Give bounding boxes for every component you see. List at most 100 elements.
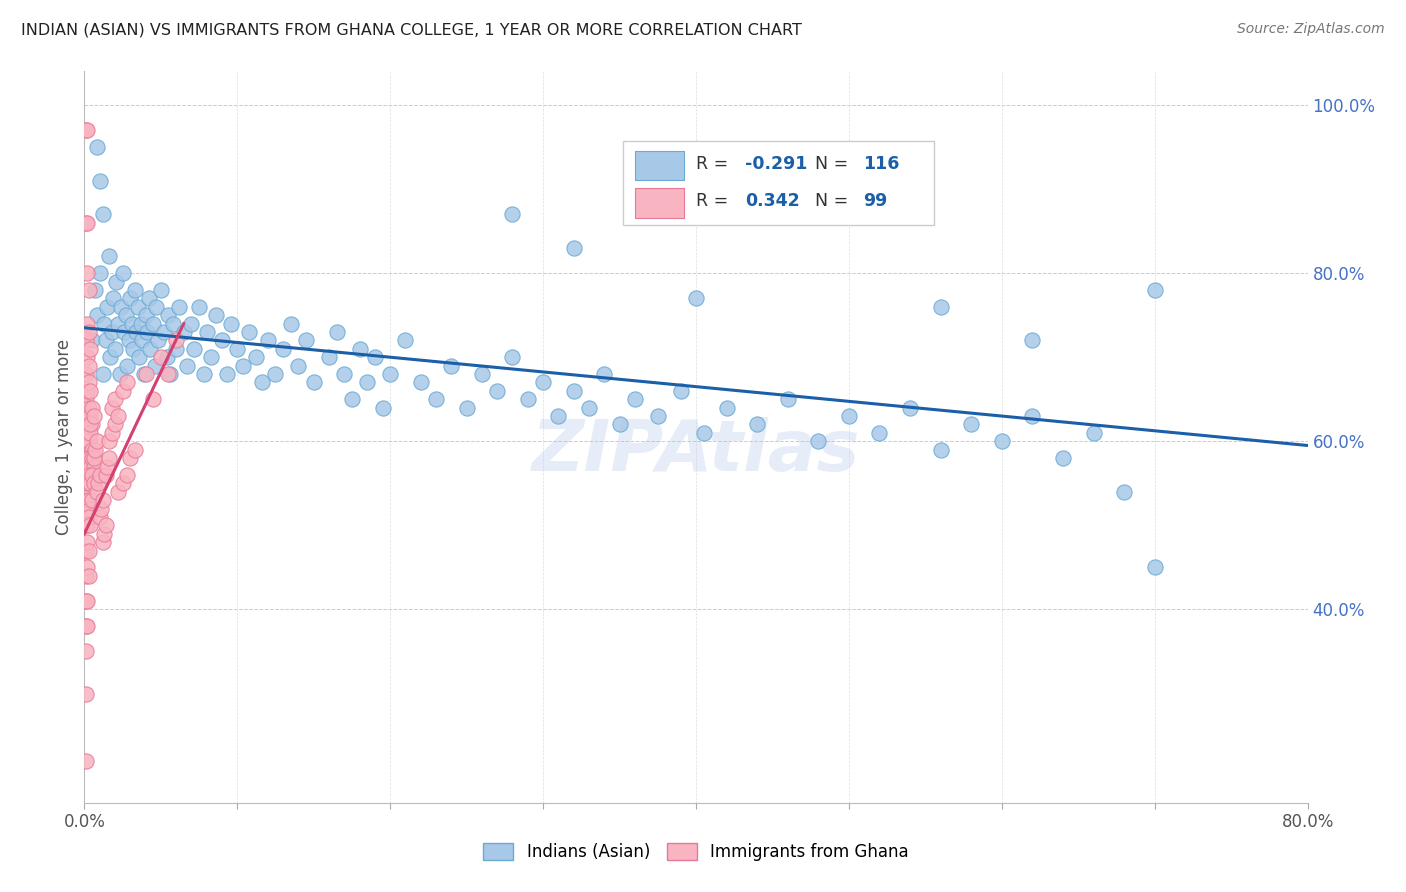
Point (80, 493, 103, 508)
Point (84, 283, 107, 297)
Point (75, 334, 97, 348)
Point (333, 367, 356, 381)
Point (716, 401, 738, 415)
Point (271, 342, 294, 356)
Point (838, 409, 860, 423)
Point (132, 367, 155, 381)
Point (685, 291, 707, 305)
Point (80, 334, 103, 348)
Point (101, 425, 124, 440)
Point (76, 384, 98, 398)
Point (108, 367, 131, 381)
Point (193, 367, 215, 381)
Point (128, 350, 150, 364)
Point (89, 510, 111, 524)
Text: 116: 116 (863, 155, 900, 173)
Point (94, 334, 117, 348)
Point (188, 300, 211, 314)
Point (238, 325, 260, 339)
Y-axis label: College, 1 year or more: College, 1 year or more (55, 339, 73, 535)
Point (122, 342, 145, 356)
Point (245, 350, 267, 364)
Point (159, 367, 181, 381)
Point (111, 384, 134, 398)
Point (83, 451, 105, 466)
Point (562, 241, 585, 255)
Point (226, 342, 249, 356)
Point (120, 451, 142, 466)
Point (692, 425, 714, 440)
Point (75, 216, 97, 230)
Point (76, 476, 98, 491)
Point (747, 417, 769, 432)
Point (93, 526, 115, 541)
Point (1083, 425, 1105, 440)
Point (107, 409, 129, 423)
Point (135, 308, 157, 322)
Point (124, 442, 146, 457)
Point (79, 409, 101, 423)
Point (929, 442, 952, 457)
Point (143, 359, 166, 373)
Point (77, 569, 100, 583)
Text: INDIAN (ASIAN) VS IMMIGRANTS FROM GHANA COLLEGE, 1 YEAR OR MORE CORRELATION CHAR: INDIAN (ASIAN) VS IMMIGRANTS FROM GHANA … (21, 22, 801, 37)
Point (120, 291, 142, 305)
Point (1143, 283, 1166, 297)
Point (176, 359, 198, 373)
Point (200, 350, 222, 364)
Point (325, 325, 347, 339)
Text: R =: R = (696, 193, 734, 211)
Point (77, 543, 100, 558)
Point (97, 451, 120, 466)
Point (76, 123, 98, 137)
Point (76, 350, 98, 364)
Point (75, 476, 97, 491)
Point (83, 476, 105, 491)
Point (80, 442, 103, 457)
Point (149, 283, 172, 297)
Point (97, 249, 120, 263)
Point (75, 434, 97, 449)
FancyBboxPatch shape (636, 152, 683, 180)
Point (75, 518, 97, 533)
Point (486, 384, 509, 398)
Point (79, 384, 101, 398)
Point (75, 619, 97, 633)
Point (115, 359, 138, 373)
Point (89, 266, 111, 280)
Point (929, 300, 952, 314)
Point (1052, 451, 1074, 466)
Point (75, 501, 97, 516)
Point (205, 308, 228, 322)
Point (75, 754, 97, 768)
Point (76, 594, 98, 608)
Point (1114, 484, 1136, 499)
Point (669, 384, 692, 398)
Point (76, 619, 98, 633)
Point (173, 325, 195, 339)
Point (83, 459, 105, 474)
Point (280, 317, 302, 331)
Point (869, 425, 891, 440)
Point (898, 401, 921, 415)
Point (98, 350, 121, 364)
Point (425, 392, 447, 407)
Point (86, 308, 108, 322)
Point (104, 392, 127, 407)
Point (75, 644, 97, 658)
Point (531, 376, 554, 390)
Point (111, 476, 134, 491)
Point (86, 484, 108, 499)
Point (80, 401, 103, 415)
Point (75, 392, 97, 407)
Point (75, 123, 97, 137)
Point (86, 140, 108, 154)
Point (502, 207, 524, 221)
Point (75, 686, 97, 700)
Point (211, 334, 233, 348)
Point (97, 434, 120, 449)
FancyBboxPatch shape (623, 141, 935, 225)
Legend: Indians (Asian), Immigrants from Ghana: Indians (Asian), Immigrants from Ghana (477, 836, 915, 868)
Point (80, 417, 103, 432)
Point (547, 409, 569, 423)
